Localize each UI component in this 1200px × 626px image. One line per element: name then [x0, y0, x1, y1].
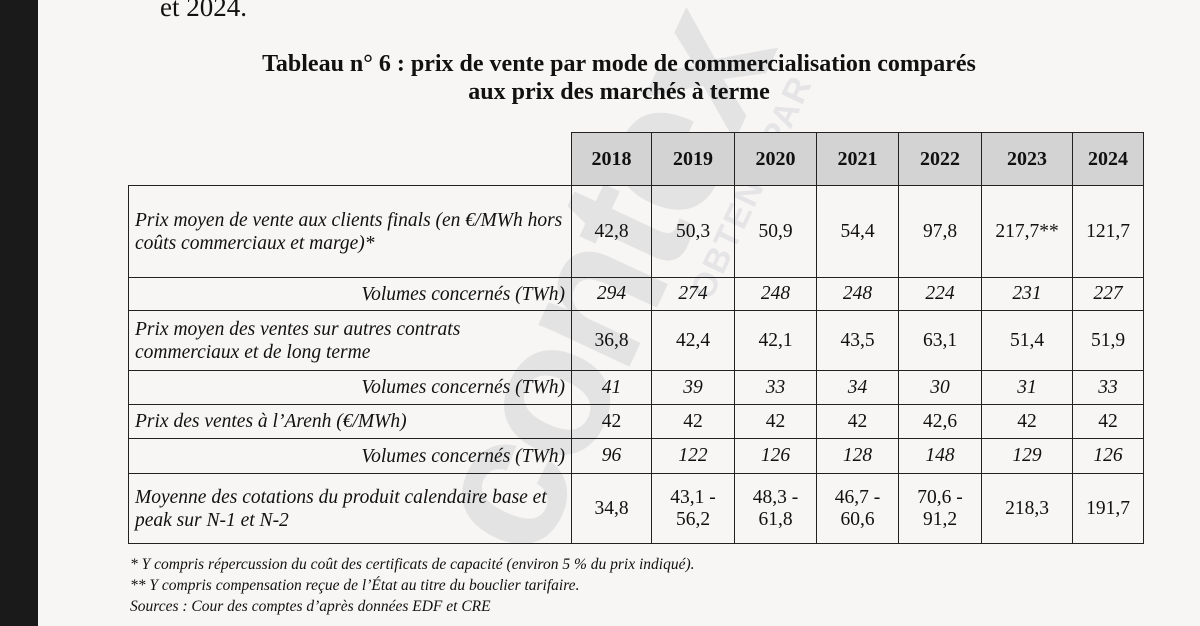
- source-note: Sources : Cour des comptes d’après donné…: [130, 598, 491, 615]
- table-cell: 36,8: [571, 310, 652, 371]
- table-cell: 51,4: [981, 310, 1073, 371]
- table-cell: 43,1 - 56,2: [651, 473, 735, 544]
- year-header: 2022: [898, 132, 982, 186]
- row-label: Volumes concernés (TWh): [128, 438, 572, 474]
- table-cell: 148: [898, 438, 982, 474]
- table-cell: 30: [898, 370, 982, 405]
- table-cell: 42: [1072, 404, 1144, 439]
- header-row: 2018 2019 2020 2021 2022 2023 2024: [129, 132, 1144, 186]
- table-cell: 224: [898, 277, 982, 311]
- table-cell: 39: [651, 370, 735, 405]
- table-cell: 43,5: [816, 310, 899, 371]
- table-cell: 227: [1072, 277, 1144, 311]
- table-cell: 42: [651, 404, 735, 439]
- row-label: Prix des ventes à l’Arenh (€/MWh): [128, 404, 572, 439]
- preceding-text: et 2024.: [160, 0, 247, 22]
- table-cell: 51,9: [1072, 310, 1144, 371]
- table-row: Moyenne des cotations du produit calenda…: [128, 473, 1144, 544]
- table-cell: 231: [981, 277, 1073, 311]
- table-footnotes: * Y compris répercussion du coût des cer…: [130, 554, 695, 617]
- table-row: Volumes concernés (TWh) 96 122 126 128 1…: [128, 438, 1144, 474]
- table-cell: 34,8: [571, 473, 652, 544]
- table-cell: 48,3 - 61,8: [734, 473, 817, 544]
- table-cell: 128: [816, 438, 899, 474]
- document-page: contex OBTENU PAR et 2024. Tableau n° 6 …: [38, 0, 1200, 626]
- table-cell: 42: [571, 404, 652, 439]
- year-header: 2021: [816, 132, 899, 186]
- table-cell: 50,9: [734, 185, 817, 278]
- table-cell: 294: [571, 277, 652, 311]
- table-cell: 33: [1072, 370, 1144, 405]
- table-cell: 42: [981, 404, 1073, 439]
- table-cell: 42: [816, 404, 899, 439]
- table-cell: 126: [1072, 438, 1144, 474]
- table-row: Prix des ventes à l’Arenh (€/MWh) 42 42 …: [128, 404, 1144, 439]
- table-cell: 96: [571, 438, 652, 474]
- table-cell: 217,7**: [981, 185, 1073, 278]
- table-cell: 129: [981, 438, 1073, 474]
- table-cell: 33: [734, 370, 817, 405]
- row-label: Volumes concernés (TWh): [128, 370, 572, 405]
- table-cell: 218,3: [981, 473, 1073, 544]
- year-header: 2023: [981, 132, 1073, 186]
- table-cell: 274: [651, 277, 735, 311]
- table-title-line-1: Tableau n° 6 : prix de vente par mode de…: [262, 51, 976, 77]
- row-label: Prix moyen de vente aux clients finals (…: [128, 185, 572, 278]
- table-cell: 121,7: [1072, 185, 1144, 278]
- year-header: 2024: [1072, 132, 1144, 186]
- table-title-line-2: aux prix des marchés à terme: [468, 79, 770, 105]
- table-cell: 63,1: [898, 310, 982, 371]
- table-row: Volumes concernés (TWh) 41 39 33 34 30 3…: [128, 370, 1144, 405]
- footnote: * Y compris répercussion du coût des cer…: [130, 556, 695, 573]
- table-cell: 42,6: [898, 404, 982, 439]
- table-cell: 97,8: [898, 185, 982, 278]
- table-cell: 191,7: [1072, 473, 1144, 544]
- table-cell: 42,1: [734, 310, 817, 371]
- year-header: 2020: [734, 132, 817, 186]
- table-row: Prix moyen des ventes sur autres contrat…: [128, 310, 1144, 371]
- price-table: 2018 2019 2020 2021 2022 2023 2024 Prix …: [128, 132, 1144, 544]
- table-title: Tableau n° 6 : prix de vente par mode de…: [38, 50, 1200, 106]
- table-cell: 122: [651, 438, 735, 474]
- table-cell: 54,4: [816, 185, 899, 278]
- row-label: Prix moyen des ventes sur autres contrat…: [128, 310, 572, 371]
- table-row: Volumes concernés (TWh) 294 274 248 248 …: [128, 277, 1144, 311]
- year-header: 2019: [651, 132, 735, 186]
- table-cell: 70,6 - 91,2: [898, 473, 982, 544]
- header-empty-cell: [129, 133, 572, 186]
- table-cell: 248: [734, 277, 817, 311]
- row-label: Volumes concernés (TWh): [128, 277, 572, 311]
- table-cell: 46,7 - 60,6: [816, 473, 899, 544]
- table-cell: 248: [816, 277, 899, 311]
- footnote: ** Y compris compensation reçue de l’Éta…: [130, 577, 580, 594]
- row-label: Moyenne des cotations du produit calenda…: [128, 473, 572, 544]
- table-cell: 31: [981, 370, 1073, 405]
- table-cell: 41: [571, 370, 652, 405]
- table-cell: 50,3: [651, 185, 735, 278]
- table-cell: 42,8: [571, 185, 652, 278]
- table-cell: 42,4: [651, 310, 735, 371]
- year-header: 2018: [571, 132, 652, 186]
- table-cell: 34: [816, 370, 899, 405]
- table-row: Prix moyen de vente aux clients finals (…: [128, 185, 1144, 278]
- table-cell: 42: [734, 404, 817, 439]
- table-cell: 126: [734, 438, 817, 474]
